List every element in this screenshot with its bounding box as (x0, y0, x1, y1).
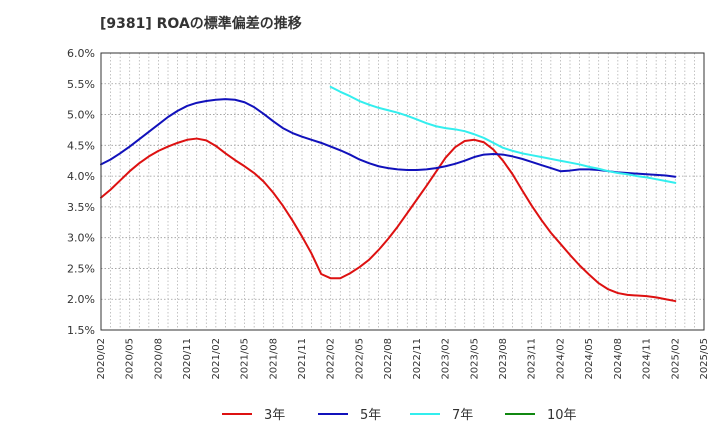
y-tick-label: 3.5% (67, 201, 95, 214)
chart-title: [9381] ROAの標準偏差の推移 (100, 15, 302, 32)
legend: 3年 5年 7年 10年 (222, 408, 577, 423)
x-tick-label: 2022/05 (354, 338, 365, 380)
plot-border (100, 52, 705, 331)
y-tick-label: 2.0% (67, 293, 95, 306)
x-tick-label: 2023/02 (441, 338, 452, 380)
x-tick-label: 2025/05 (699, 338, 710, 380)
legend-label-3年: 3年 (264, 408, 285, 423)
x-tick-label: 2022/11 (412, 338, 423, 380)
x-tick-label: 2021/02 (211, 338, 222, 380)
x-tick-label: 2020/05 (125, 338, 136, 380)
x-tick-label: 2023/11 (527, 338, 538, 380)
x-tick-label: 2024/11 (642, 338, 653, 380)
y-tick-label: 3.0% (67, 232, 95, 245)
x-tick-label: 2020/02 (96, 338, 107, 380)
y-tick-label: 4.5% (67, 139, 95, 152)
y-tick-label: 5.0% (67, 109, 95, 122)
x-tick-label: 2022/02 (326, 338, 337, 380)
x-axis-ticks: 2020/02 2020/05 2020/08 2020/11 2021/02 2021/… (96, 338, 710, 380)
grid (101, 52, 704, 331)
legend-label-5年: 5年 (360, 408, 381, 423)
x-tick-label: 2021/08 (268, 338, 279, 380)
series-line-3年 (100, 137, 677, 303)
x-tick-label: 2020/08 (153, 338, 164, 380)
y-tick-label: 2.5% (67, 262, 95, 275)
x-tick-label: 2023/05 (469, 338, 480, 380)
x-tick-label: 2021/11 (297, 338, 308, 380)
series-line-7年 (329, 85, 677, 184)
x-tick-label: 2024/05 (584, 338, 595, 380)
y-tick-label: 4.0% (67, 170, 95, 183)
y-axis-ticks: 6.0% 5.5% 5.0% 4.5% 4.0% 3.5% 3.0% 2.5% 2.0% 1.5% (67, 47, 95, 337)
x-tick-label: 2022/08 (383, 338, 394, 380)
series-layer (100, 85, 677, 303)
legend-label-10年: 10年 (547, 408, 577, 423)
plot-background (101, 53, 704, 330)
y-tick-label: 5.5% (67, 78, 95, 91)
y-tick-label: 6.0% (67, 47, 95, 60)
x-tick-label: 2024/08 (613, 338, 624, 380)
x-tick-label: 2020/11 (182, 338, 193, 380)
x-tick-label: 2021/05 (240, 338, 251, 380)
x-tick-label: 2025/02 (670, 338, 681, 380)
x-tick-label: 2024/02 (555, 338, 566, 380)
plot-area (100, 52, 705, 331)
x-tick-label: 2023/08 (498, 338, 509, 380)
series-line-5年 (100, 98, 677, 178)
legend-label-7年: 7年 (452, 408, 473, 423)
y-tick-label: 1.5% (67, 324, 95, 337)
